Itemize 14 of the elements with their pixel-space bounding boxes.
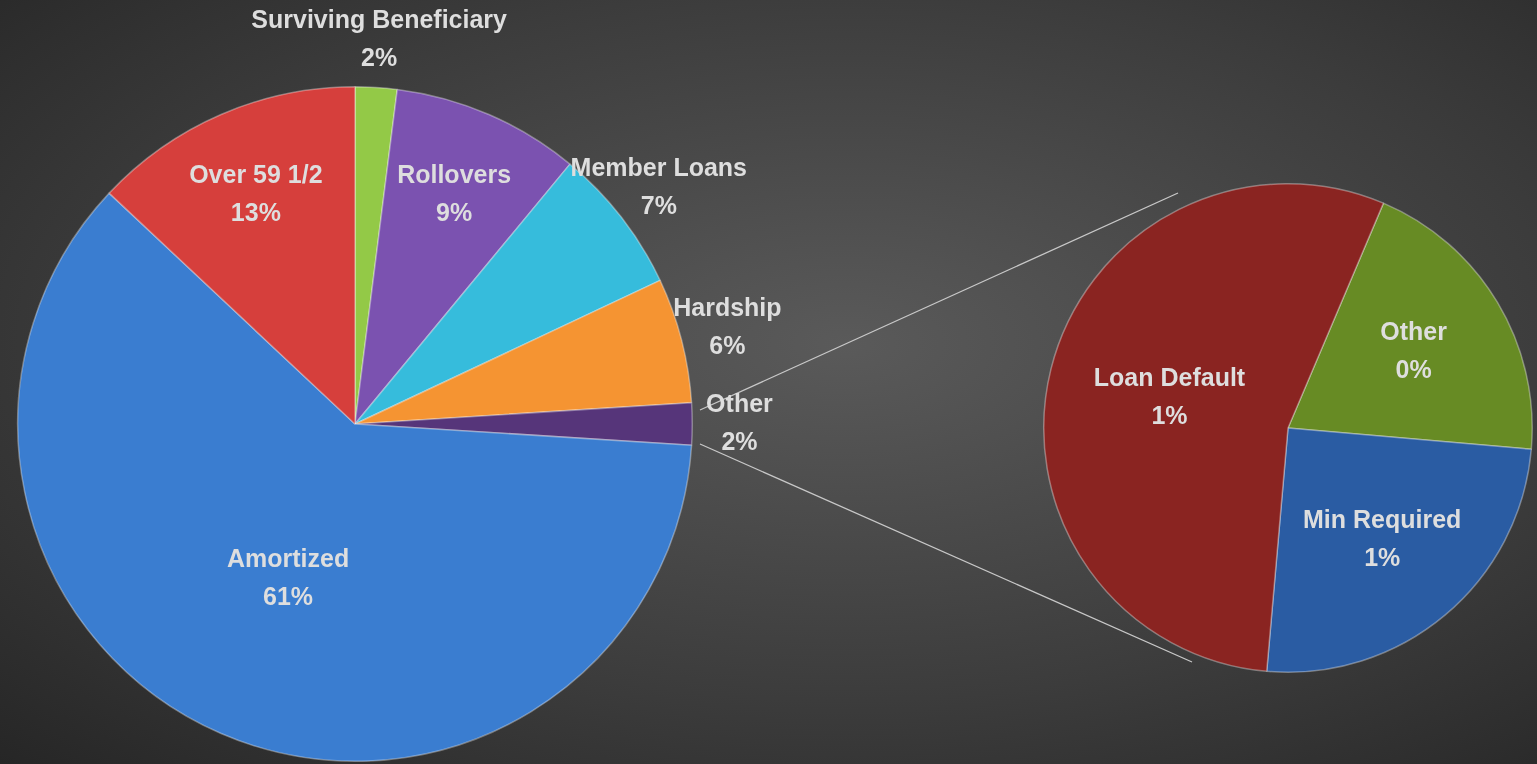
slice-label: Min Required <box>1303 505 1462 534</box>
slice-label: Over 59 1/2 <box>189 159 323 188</box>
slice-label: Surviving Beneficiary <box>251 5 508 34</box>
data-label: 7% <box>640 191 677 220</box>
slice-label: Other <box>1380 317 1448 346</box>
slice-label: Amortized <box>226 543 350 572</box>
data-label: 0% <box>1395 355 1432 384</box>
data-label: 9% <box>436 197 473 226</box>
slice-label: Member Loans <box>570 153 748 182</box>
data-label: 2% <box>361 43 398 72</box>
data-label: 61% <box>263 581 314 610</box>
data-label: 13% <box>230 197 281 226</box>
data-label: 1% <box>1364 543 1401 572</box>
slice-label: Rollovers <box>397 159 512 188</box>
